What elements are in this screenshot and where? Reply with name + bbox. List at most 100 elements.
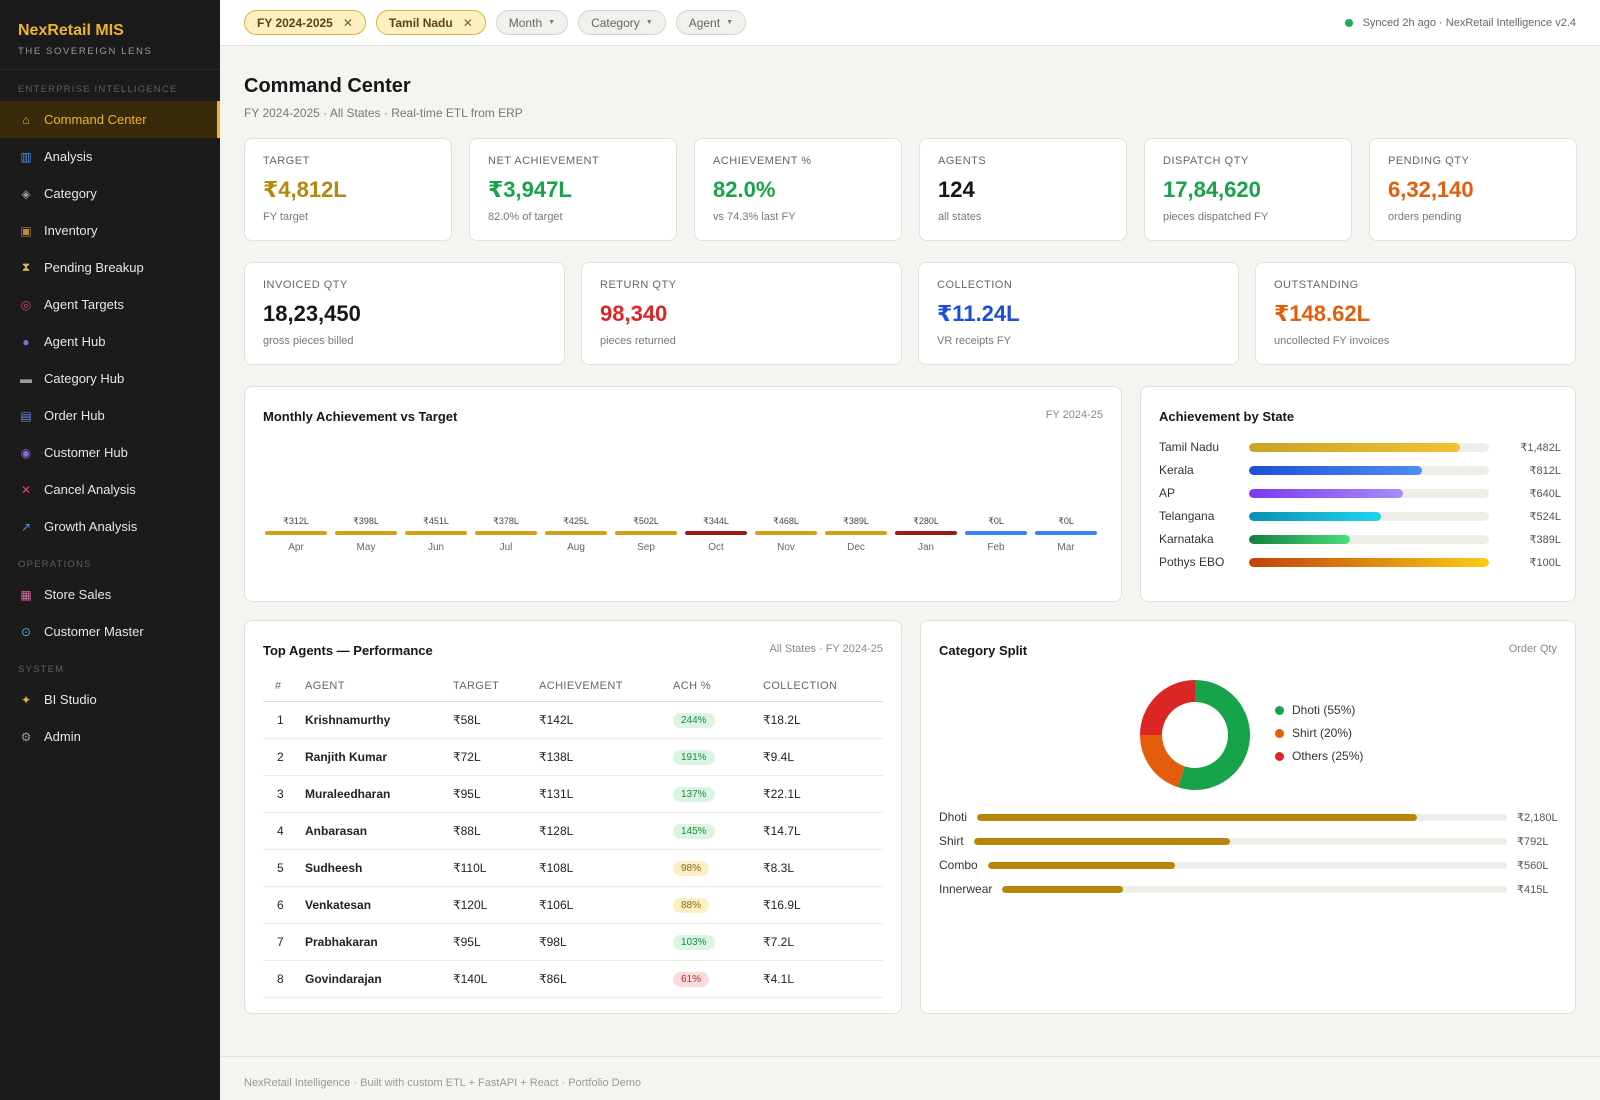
sidebar-item-store-sales[interactable]: ▦ Store Sales [0, 576, 220, 613]
sidebar-item-bi-studio[interactable]: ✦ BI Studio [0, 681, 220, 718]
month-tick-label: Oct [708, 542, 724, 553]
month-tick-label: Feb [987, 542, 1005, 553]
sidebar-item-label: Inventory [44, 223, 98, 238]
kpi-label: ACHIEVEMENT % [713, 155, 812, 167]
nav-section-label: OPERATIONS [18, 559, 92, 570]
target-cell: ₹95L [453, 775, 539, 813]
legend-label: Dhoti (55%) [1292, 703, 1356, 717]
kpi-note: gross pieces billed [263, 335, 354, 347]
month-bar [1035, 531, 1097, 535]
close-icon[interactable]: ✕ [462, 15, 473, 30]
sidebar-item-admin[interactable]: ⚙ Admin [0, 718, 220, 755]
table-row[interactable]: 1 Krishnamurthy ₹58L ₹142L 244% ₹18.2L [263, 701, 883, 739]
kpi-card: COLLECTION ₹11.24L VR receipts FY [918, 262, 1239, 365]
month-tick-label: Aug [567, 542, 585, 553]
table-row[interactable]: 5 Sudheesh ₹110L ₹108L 98% ₹8.3L [263, 849, 883, 887]
month-dropdown[interactable]: Month ▼ [495, 10, 569, 35]
bar-value-label: ₹312L [283, 516, 309, 526]
sidebar-item-label: BI Studio [44, 692, 97, 707]
sidebar-item-pending-breakup[interactable]: ⧗ Pending Breakup [0, 249, 220, 286]
ach-pct-cell: 244% [673, 701, 763, 739]
state-row: AP ₹640L [1159, 485, 1561, 501]
cart-icon: ▤ [20, 408, 32, 423]
agent-name-cell: Govindarajan [305, 960, 453, 998]
achievement-cell: ₹131L [539, 775, 673, 813]
collection-cell: ₹8.3L [763, 849, 883, 887]
sidebar-item-customer-master[interactable]: ⊙ Customer Master [0, 613, 220, 650]
legend-label: Others (25%) [1292, 749, 1364, 763]
sidebar-item-inventory[interactable]: ▣ Inventory [0, 212, 220, 249]
state-value: ₹640L [1529, 487, 1561, 500]
legend-dot-icon [1275, 728, 1284, 738]
status-dot-icon [1344, 18, 1353, 27]
sidebar-item-customer-hub[interactable]: ◉ Customer Hub [0, 434, 220, 471]
collection-cell: ₹14.7L [763, 812, 883, 850]
kpi-card: ACHIEVEMENT % 82.0% vs 74.3% last FY [694, 138, 902, 241]
bar-value-label: ₹398L [353, 516, 379, 526]
sidebar-item-command-center[interactable]: ⌂ Command Center [0, 101, 220, 138]
bar-value-label: ₹425L [563, 516, 589, 526]
chip-label: Agent [688, 15, 721, 30]
sidebar: NexRetail MIS THE SOVEREIGN LENS ENTERPR… [0, 0, 220, 1100]
state-bar-fill [1249, 557, 1489, 567]
category-bar-row: Shirt ₹792L [939, 833, 1559, 849]
tag-icon: ◈ [21, 186, 31, 201]
month-bar [965, 531, 1027, 535]
close-icon[interactable]: ✕ [342, 15, 353, 30]
table-row[interactable]: 4 Anbarasan ₹88L ₹128L 145% ₹14.7L [263, 812, 883, 850]
agent-name-cell: Sudheesh [305, 849, 453, 887]
kpi-value: 6,32,140 [1388, 177, 1474, 202]
status-badge: 61% [673, 971, 710, 987]
sidebar-item-growth-analysis[interactable]: ↗ Growth Analysis [0, 508, 220, 545]
target-cell: ₹120L [453, 886, 539, 924]
donut-slice-dhoti [1178, 680, 1250, 790]
collection-cell: ₹4.1L [763, 960, 883, 998]
month-tick-label: May [357, 542, 376, 553]
category-dropdown[interactable]: Category ▼ [578, 10, 666, 35]
state-filter-chip[interactable]: Tamil Nadu ✕ [375, 10, 486, 35]
state-row: Karnataka ₹389L [1159, 531, 1561, 547]
table-row[interactable]: 6 Venkatesan ₹120L ₹106L 88% ₹16.9L [263, 886, 883, 924]
gear-icon: ⚙ [20, 729, 32, 744]
state-value: ₹389L [1529, 533, 1561, 546]
state-name: Pothys EBO [1159, 555, 1225, 569]
category-value: ₹2,180L [1517, 811, 1558, 824]
category-bar-row: Dhoti ₹2,180L [939, 809, 1559, 825]
month-bar [405, 531, 467, 535]
kpi-note: VR receipts FY [937, 335, 1011, 347]
kpi-note: pieces returned [600, 335, 676, 347]
bar-value-label: ₹280L [913, 516, 939, 526]
sidebar-item-agent-hub[interactable]: ● Agent Hub [0, 323, 220, 360]
sidebar-item-analysis[interactable]: ▥ Analysis [0, 138, 220, 175]
agent-dropdown[interactable]: Agent ▼ [675, 10, 746, 35]
ach-pct-cell: 137% [673, 775, 763, 813]
sidebar-item-agent-targets[interactable]: ◎ Agent Targets [0, 286, 220, 323]
sidebar-item-category-hub[interactable]: ▬ Category Hub [0, 360, 220, 397]
category-name: Combo [939, 858, 978, 872]
sidebar-item-category[interactable]: ◈ Category [0, 175, 220, 212]
kpi-value: ₹3,947L [488, 177, 572, 202]
table-row[interactable]: 3 Muraleedharan ₹95L ₹131L 137% ₹22.1L [263, 775, 883, 813]
category-value: ₹792L [1517, 835, 1549, 848]
sidebar-item-order-hub[interactable]: ▤ Order Hub [0, 397, 220, 434]
category-panel: Category Split Order Qty Dhoti (55%) Shir… [920, 620, 1576, 1014]
table-row[interactable]: 2 Ranjith Kumar ₹72L ₹138L 191% ₹9.4L [263, 738, 883, 776]
sidebar-item-cancel-analysis[interactable]: ✕ Cancel Analysis [0, 471, 220, 508]
kpi-card: PENDING QTY 6,32,140 orders pending [1369, 138, 1577, 241]
category-bar-row: Innerwear ₹415L [939, 881, 1559, 897]
sidebar-nav: ENTERPRISE INTELLIGENCE ⌂ Command Center ▥ A… [0, 70, 220, 755]
sidebar-item-label: Analysis [44, 149, 93, 164]
fy-filter-chip[interactable]: FY 2024-2025 ✕ [244, 10, 366, 35]
table-row[interactable]: 7 Prabhakaran ₹95L ₹98L 103% ₹7.2L [263, 923, 883, 961]
state-value: ₹1,482L [1520, 441, 1561, 454]
state-bar-fill [1249, 511, 1381, 521]
bar-value-label: ₹389L [843, 516, 869, 526]
chip-label: Tamil Nadu [388, 15, 453, 30]
table-row[interactable]: 8 Govindarajan ₹140L ₹86L 61% ₹4.1L [263, 960, 883, 998]
agent-name-cell: Anbarasan [305, 812, 453, 850]
table-header-row: # AGENT TARGET ACHIEVEMENT ACH % COLLECTION [263, 671, 883, 702]
month-tick-label: Jan [918, 542, 934, 553]
month-tick-label: Mar [1057, 542, 1075, 553]
kpi-note: uncollected FY invoices [1274, 335, 1390, 347]
panel-tag: Order Qty [1508, 643, 1557, 655]
